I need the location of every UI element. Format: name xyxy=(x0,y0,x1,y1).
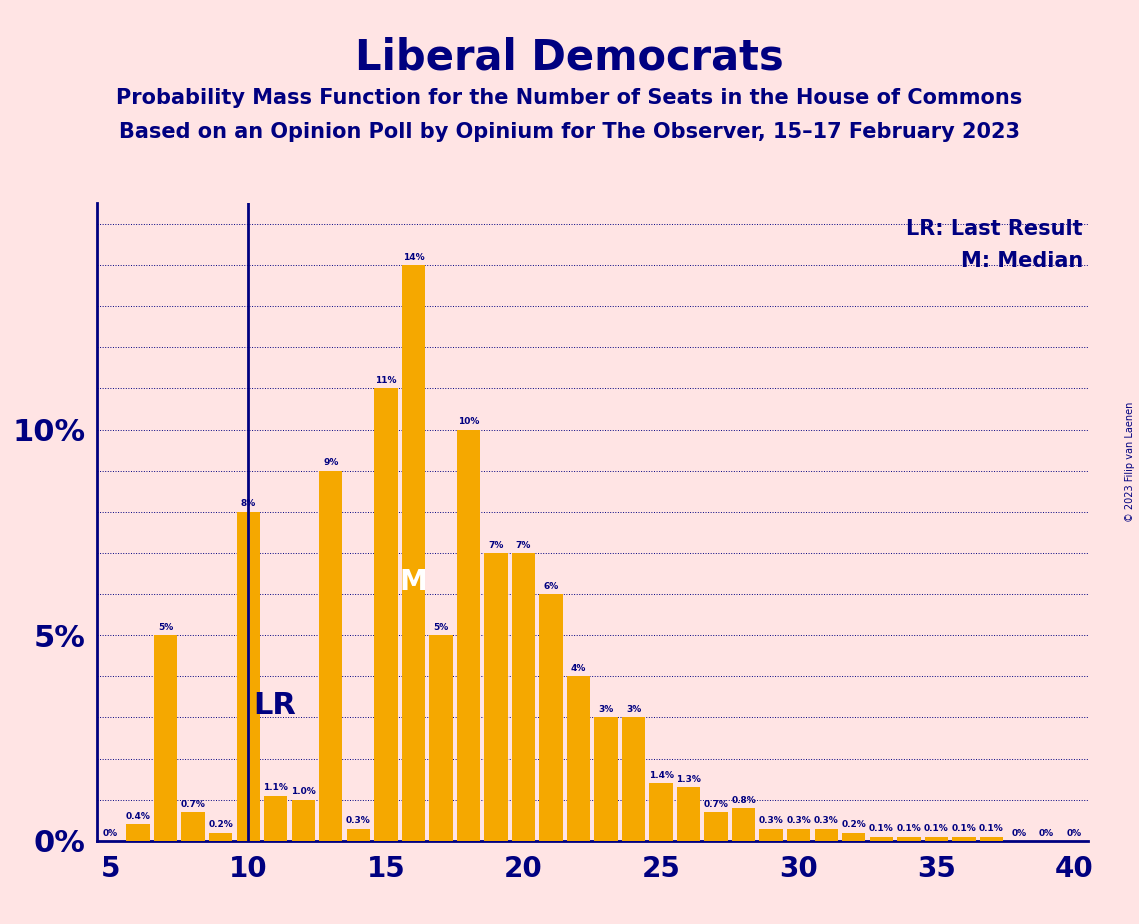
Text: 0%: 0% xyxy=(1066,829,1082,837)
Bar xyxy=(787,829,811,841)
Text: 0.1%: 0.1% xyxy=(896,824,921,833)
Text: 0.7%: 0.7% xyxy=(704,800,729,808)
Text: 0%: 0% xyxy=(1039,829,1054,837)
Bar xyxy=(760,829,782,841)
Text: 3%: 3% xyxy=(598,705,614,714)
Bar xyxy=(649,784,673,841)
Bar xyxy=(511,553,535,841)
Bar xyxy=(181,812,205,841)
Text: LR: LR xyxy=(254,690,296,720)
Bar xyxy=(237,512,260,841)
Bar xyxy=(704,812,728,841)
Text: 0.1%: 0.1% xyxy=(980,824,1003,833)
Bar xyxy=(264,796,287,841)
Text: M: Median: M: Median xyxy=(960,251,1083,271)
Bar xyxy=(457,430,481,841)
Text: 1.0%: 1.0% xyxy=(290,787,316,796)
Bar xyxy=(622,717,646,841)
Text: 14%: 14% xyxy=(402,252,424,261)
Bar xyxy=(677,787,700,841)
Text: 0.1%: 0.1% xyxy=(869,824,894,833)
Bar xyxy=(732,808,755,841)
Text: Liberal Democrats: Liberal Democrats xyxy=(355,37,784,79)
Text: 5%: 5% xyxy=(158,623,173,632)
Text: 0.3%: 0.3% xyxy=(814,816,838,825)
Bar xyxy=(484,553,508,841)
Bar xyxy=(595,717,617,841)
Text: 7%: 7% xyxy=(489,541,503,550)
Bar xyxy=(952,837,976,841)
Bar xyxy=(925,837,948,841)
Text: 1.4%: 1.4% xyxy=(648,771,673,780)
Text: 5%: 5% xyxy=(433,623,449,632)
Text: © 2023 Filip van Laenen: © 2023 Filip van Laenen xyxy=(1125,402,1134,522)
Bar xyxy=(154,635,178,841)
Text: LR: Last Result: LR: Last Result xyxy=(907,219,1083,239)
Bar xyxy=(402,265,425,841)
Text: 0.2%: 0.2% xyxy=(208,821,233,830)
Text: 0.3%: 0.3% xyxy=(759,816,784,825)
Text: 0.8%: 0.8% xyxy=(731,796,756,805)
Text: 0%: 0% xyxy=(103,829,118,837)
Text: 3%: 3% xyxy=(626,705,641,714)
Text: 1.3%: 1.3% xyxy=(677,775,702,784)
Bar xyxy=(898,837,920,841)
Bar xyxy=(126,824,150,841)
Text: 0.1%: 0.1% xyxy=(924,824,949,833)
Bar xyxy=(208,833,232,841)
Text: 9%: 9% xyxy=(323,458,338,468)
Text: 0.2%: 0.2% xyxy=(842,821,866,830)
Text: M: M xyxy=(400,567,427,596)
Bar xyxy=(814,829,838,841)
Bar xyxy=(319,470,343,841)
Text: 10%: 10% xyxy=(458,418,480,426)
Text: Probability Mass Function for the Number of Seats in the House of Commons: Probability Mass Function for the Number… xyxy=(116,88,1023,108)
Text: 1.1%: 1.1% xyxy=(263,784,288,792)
Bar xyxy=(980,837,1003,841)
Text: 0%: 0% xyxy=(1011,829,1026,837)
Text: 0.4%: 0.4% xyxy=(125,812,150,821)
Text: 4%: 4% xyxy=(571,664,587,673)
Text: 0.1%: 0.1% xyxy=(951,824,976,833)
Bar xyxy=(869,837,893,841)
Text: 11%: 11% xyxy=(375,376,396,385)
Text: 8%: 8% xyxy=(240,500,256,508)
Text: 0.7%: 0.7% xyxy=(181,800,206,808)
Bar xyxy=(374,388,398,841)
Bar xyxy=(429,635,452,841)
Bar xyxy=(842,833,866,841)
Text: 7%: 7% xyxy=(516,541,531,550)
Bar xyxy=(346,829,370,841)
Bar xyxy=(292,799,316,841)
Bar xyxy=(567,676,590,841)
Text: Based on an Opinion Poll by Opinium for The Observer, 15–17 February 2023: Based on an Opinion Poll by Opinium for … xyxy=(118,122,1021,142)
Text: 6%: 6% xyxy=(543,582,558,590)
Text: 0.3%: 0.3% xyxy=(346,816,370,825)
Bar xyxy=(539,594,563,841)
Text: 0.3%: 0.3% xyxy=(786,816,811,825)
